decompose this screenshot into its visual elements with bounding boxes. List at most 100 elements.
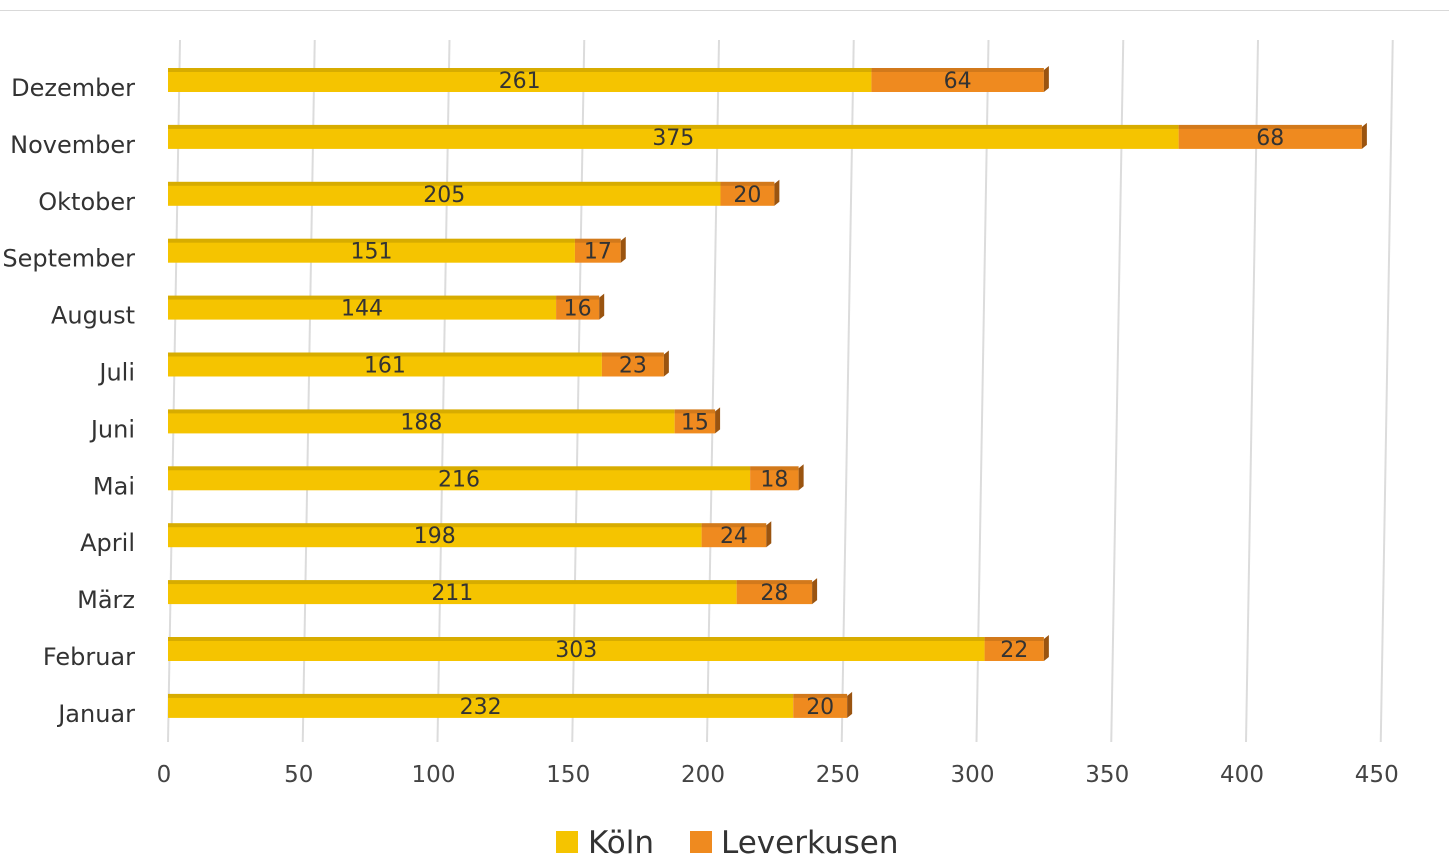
- bar-top-shade: [168, 523, 702, 528]
- bar-end-face: [766, 521, 772, 548]
- legend-swatch: [690, 831, 712, 853]
- bar-koeln: [168, 352, 602, 377]
- bar-koeln: [168, 637, 985, 661]
- data-label: 24: [720, 524, 748, 549]
- bar-top-shade: [168, 181, 721, 186]
- category-label: Januar: [56, 700, 135, 728]
- bar-koeln: [168, 295, 557, 320]
- x-tick-label: 300: [951, 762, 995, 788]
- category-label: Februar: [43, 643, 135, 671]
- bar-koeln: [168, 238, 575, 263]
- bar-leverkusen: [601, 352, 664, 377]
- gridline: [840, 39, 855, 743]
- bar-top-shade: [574, 238, 621, 243]
- category-label: März: [77, 586, 135, 614]
- bar-leverkusen: [674, 409, 716, 434]
- bar-koeln: [168, 68, 872, 92]
- gridline: [436, 39, 451, 743]
- data-label: 375: [652, 126, 694, 151]
- data-label: 211: [431, 581, 473, 606]
- bar-end-face: [774, 179, 780, 206]
- bar-leverkusen: [574, 238, 621, 263]
- bar-top-shade: [168, 466, 751, 471]
- x-tick-label: 400: [1220, 762, 1264, 788]
- bar-end-face: [847, 691, 853, 718]
- data-label: 18: [760, 467, 788, 492]
- x-tick-label: 200: [681, 762, 725, 788]
- category-label: Dezember: [11, 74, 135, 102]
- bar-leverkusen: [556, 295, 600, 320]
- bar-end-face: [1043, 635, 1049, 661]
- bar-koeln: [168, 124, 1179, 149]
- bar-top-shade: [168, 68, 872, 72]
- category-label: Oktober: [38, 188, 135, 216]
- bar-top-shade: [1178, 124, 1362, 129]
- legend-label: Köln: [588, 825, 654, 861]
- gridline: [1245, 39, 1259, 743]
- bar-end-face: [1043, 66, 1049, 92]
- data-label: 20: [806, 695, 834, 720]
- data-label: 23: [619, 354, 647, 379]
- top-divider: [0, 10, 1449, 11]
- bar-end-face: [715, 407, 721, 434]
- gridline: [975, 39, 990, 743]
- data-label: 188: [400, 410, 442, 435]
- bar-top-shade: [701, 523, 767, 528]
- x-tick-label: 150: [546, 762, 590, 788]
- bar-top-shade: [556, 295, 600, 300]
- bar-koeln: [168, 580, 737, 605]
- data-label: 17: [584, 240, 612, 265]
- legend: Köln Leverkusen: [556, 825, 898, 861]
- category-label: August: [51, 302, 135, 330]
- category-label: September: [2, 245, 135, 273]
- bar-leverkusen: [701, 523, 767, 548]
- bar-top-shade: [168, 637, 985, 641]
- legend-swatch: [556, 831, 578, 853]
- data-label: 261: [499, 69, 541, 94]
- bar-top-shade: [871, 68, 1044, 72]
- bar-top-shade: [168, 580, 737, 585]
- bar-end-face: [663, 350, 669, 377]
- gridline: [167, 39, 181, 743]
- bar-leverkusen: [736, 580, 813, 605]
- bar-leverkusen: [871, 68, 1044, 92]
- bar-top-shade: [168, 693, 794, 698]
- bar-leverkusen: [793, 693, 848, 718]
- bar-end-face: [1361, 122, 1367, 149]
- bar-koeln: [168, 466, 751, 491]
- data-label: 232: [460, 695, 502, 720]
- bar-top-shade: [168, 124, 1179, 129]
- x-axis-ticks: 0 50 100 150 200 250 300 350 400 450: [157, 762, 1399, 788]
- bar-end-face: [620, 236, 626, 263]
- bar-end-face: [599, 293, 605, 320]
- gridline: [1379, 39, 1394, 743]
- legend-label: Leverkusen: [721, 825, 898, 861]
- data-label: 216: [438, 467, 480, 492]
- category-labels: Dezember November Oktober September August Ju…: [2, 74, 135, 728]
- bar-koeln: [168, 409, 675, 434]
- bar-top-shade: [750, 466, 799, 471]
- data-label: 161: [364, 354, 406, 379]
- x-tick-label: 350: [1085, 762, 1129, 788]
- bar-top-shade: [601, 352, 664, 357]
- bar-top-shade: [720, 181, 775, 186]
- category-label: November: [10, 131, 135, 159]
- category-label: April: [80, 529, 135, 557]
- data-label: 20: [733, 183, 761, 208]
- x-tick-label: 250: [816, 762, 860, 788]
- gridline: [571, 39, 586, 743]
- data-label: 15: [681, 410, 709, 435]
- data-label: 16: [564, 297, 592, 322]
- bar-leverkusen: [1178, 124, 1362, 149]
- bar-end-face: [812, 578, 818, 605]
- gridline: [1110, 39, 1125, 743]
- data-label: 303: [555, 638, 597, 663]
- category-label: Mai: [93, 472, 135, 500]
- x-tick-label: 50: [284, 762, 313, 788]
- data-label: 151: [350, 240, 392, 265]
- gridlines: [167, 39, 1394, 743]
- data-label: 198: [414, 524, 456, 549]
- bar-koeln: [168, 523, 702, 548]
- gridline: [706, 39, 720, 743]
- bar-leverkusen: [984, 637, 1044, 661]
